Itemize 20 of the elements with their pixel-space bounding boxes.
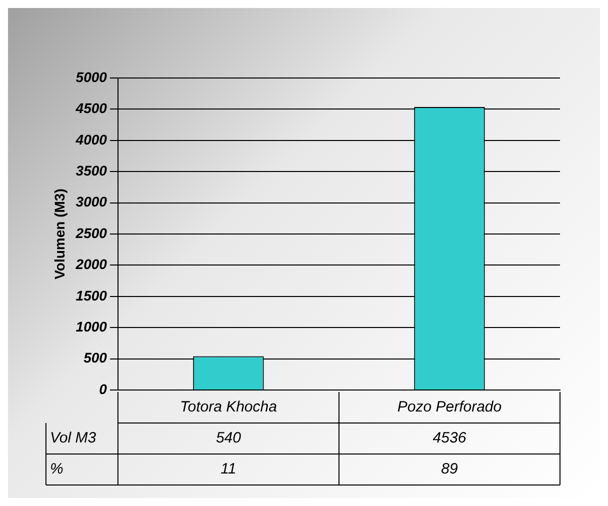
y-tick-label: 2000 <box>74 256 108 272</box>
y-tick-label: 4500 <box>74 100 108 116</box>
y-tick-label: 1000 <box>76 318 108 334</box>
y-tick-label: 5000 <box>76 68 108 85</box>
y-axis-title: Volumen (M3) <box>51 188 68 280</box>
text: % <box>50 460 64 478</box>
y-tick-label: 500 <box>84 350 108 366</box>
y-tick-label: 2500 <box>74 224 108 241</box>
y-tick-label: 3000 <box>76 194 108 210</box>
y-tick-label: 3500 <box>76 162 108 178</box>
x-tick-label: Pozo Perforado <box>397 398 502 416</box>
x-tick-label: Totora Khocha <box>180 398 277 416</box>
data-label: 4536 <box>432 430 467 447</box>
y-tick-label: 0 <box>99 380 108 397</box>
y-tick-label: 4000 <box>74 131 108 148</box>
y-tick-label: 1500 <box>76 287 108 304</box>
data-label: 540 <box>216 430 242 447</box>
text: 11 <box>220 460 236 478</box>
text: 89 <box>441 460 458 478</box>
text: Vol M3 <box>50 430 97 447</box>
